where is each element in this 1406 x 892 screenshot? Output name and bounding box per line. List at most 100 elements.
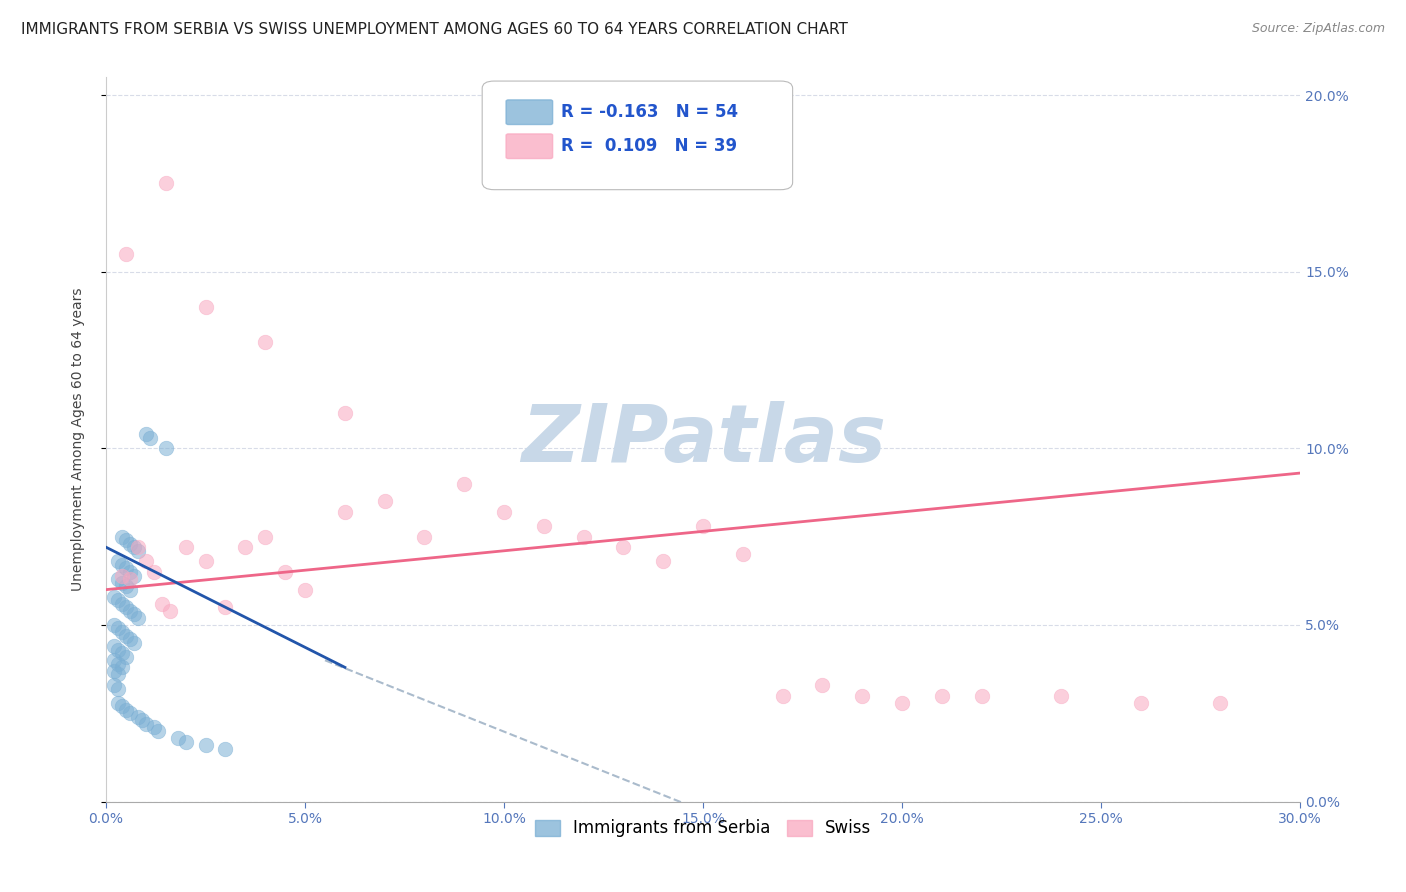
Point: [122, 568, 145, 582]
Point: [115, 600, 138, 615]
Point: [103, 590, 125, 604]
Point: [235, 541, 257, 555]
Point: [931, 689, 953, 703]
Point: [107, 667, 129, 681]
Point: [107, 681, 129, 696]
Point: [772, 689, 794, 703]
Point: [333, 406, 356, 420]
Text: ZIPatlas: ZIPatlas: [520, 401, 886, 478]
Text: R = -0.163   N = 54: R = -0.163 N = 54: [561, 103, 738, 121]
Point: [103, 618, 125, 632]
Point: [107, 554, 129, 568]
Text: IMMIGRANTS FROM SERBIA VS SWISS UNEMPLOYMENT AMONG AGES 60 TO 64 YEARS CORRELATI: IMMIGRANTS FROM SERBIA VS SWISS UNEMPLOY…: [21, 22, 848, 37]
Point: [111, 660, 134, 674]
Point: [194, 738, 217, 752]
Point: [731, 547, 754, 561]
FancyBboxPatch shape: [506, 134, 553, 159]
Point: [494, 505, 516, 519]
Point: [135, 717, 157, 731]
Point: [127, 543, 149, 558]
Point: [103, 678, 125, 692]
Point: [166, 731, 188, 745]
Point: [118, 582, 141, 597]
Point: [122, 635, 145, 649]
FancyBboxPatch shape: [482, 81, 793, 190]
FancyBboxPatch shape: [506, 100, 553, 125]
Text: Source: ZipAtlas.com: Source: ZipAtlas.com: [1251, 22, 1385, 36]
Point: [111, 558, 134, 572]
Point: [122, 607, 145, 622]
Point: [103, 653, 125, 667]
Point: [107, 622, 129, 636]
Point: [135, 554, 157, 568]
Point: [111, 597, 134, 611]
Point: [652, 554, 675, 568]
Point: [413, 530, 436, 544]
Point: [118, 572, 141, 586]
Point: [333, 505, 356, 519]
Point: [111, 646, 134, 660]
Point: [127, 710, 149, 724]
Point: [274, 565, 297, 579]
Point: [851, 689, 873, 703]
Point: [1050, 689, 1073, 703]
Point: [118, 706, 141, 721]
Point: [111, 575, 134, 590]
Point: [533, 519, 555, 533]
Point: [122, 541, 145, 555]
Point: [131, 714, 153, 728]
Point: [174, 541, 197, 555]
Point: [142, 565, 165, 579]
Point: [254, 335, 277, 350]
Point: [103, 639, 125, 653]
Point: [107, 696, 129, 710]
Point: [111, 625, 134, 640]
Point: [174, 734, 197, 748]
Point: [194, 300, 217, 314]
Point: [692, 519, 714, 533]
Point: [115, 247, 138, 261]
Point: [115, 579, 138, 593]
Point: [115, 533, 138, 548]
Point: [254, 530, 277, 544]
Point: [107, 642, 129, 657]
Text: R =  0.109   N = 39: R = 0.109 N = 39: [561, 137, 737, 155]
Point: [127, 541, 149, 555]
Point: [612, 541, 634, 555]
Point: [142, 720, 165, 734]
Point: [107, 593, 129, 607]
Point: [127, 611, 149, 625]
Point: [150, 597, 173, 611]
Point: [107, 657, 129, 671]
Point: [1129, 696, 1152, 710]
Point: [194, 554, 217, 568]
Point: [214, 741, 236, 756]
Point: [118, 565, 141, 579]
Point: [146, 723, 169, 738]
Legend: Immigrants from Serbia, Swiss: Immigrants from Serbia, Swiss: [527, 813, 879, 844]
Point: [1209, 696, 1232, 710]
Point: [115, 703, 138, 717]
Point: [118, 632, 141, 646]
Point: [572, 530, 595, 544]
Point: [294, 582, 316, 597]
Point: [135, 427, 157, 442]
Point: [155, 177, 177, 191]
Point: [103, 664, 125, 678]
Y-axis label: Unemployment Among Ages 60 to 64 years: Unemployment Among Ages 60 to 64 years: [72, 288, 86, 591]
Point: [214, 600, 236, 615]
Point: [159, 604, 181, 618]
Point: [453, 476, 475, 491]
Point: [970, 689, 993, 703]
Point: [118, 537, 141, 551]
Point: [374, 494, 396, 508]
Point: [111, 530, 134, 544]
Point: [115, 629, 138, 643]
Point: [118, 604, 141, 618]
Point: [891, 696, 914, 710]
Point: [155, 442, 177, 456]
Point: [107, 572, 129, 586]
Point: [111, 699, 134, 714]
Point: [811, 678, 834, 692]
Point: [139, 431, 162, 445]
